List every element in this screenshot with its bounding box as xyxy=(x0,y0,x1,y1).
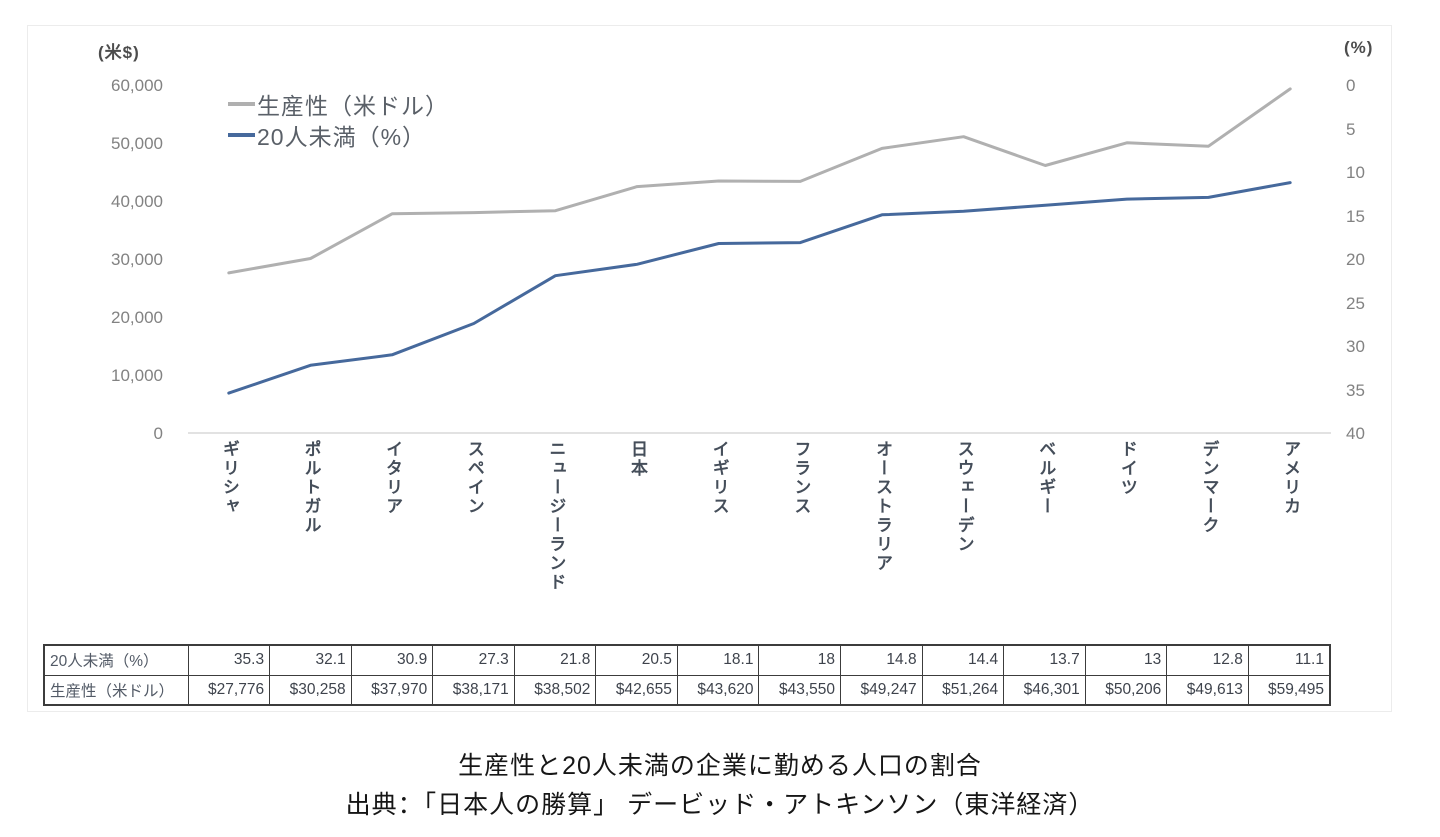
right-axis-tick: 40 xyxy=(1346,424,1365,443)
data-table: 20人未満（%） 35.3 32.1 30.9 27.3 21.8 20.5 18.1 18 14… xyxy=(43,644,1331,706)
table-cell: $50,206 xyxy=(1084,674,1168,706)
table-cell: $37,970 xyxy=(350,674,434,706)
table-cell: $30,258 xyxy=(269,674,352,706)
category-label: スペイン xyxy=(464,440,484,516)
right-axis-tick: 0 xyxy=(1346,76,1356,95)
category-label: ドイツ xyxy=(1117,440,1137,497)
table-row-header: 20人未満（%） xyxy=(43,644,189,676)
table-cell: 14.8 xyxy=(840,644,923,676)
category-label: 日本 xyxy=(628,440,648,478)
productivity-line-swatch-icon xyxy=(228,101,255,106)
table-cell: 18.1 xyxy=(676,644,760,676)
table-row: 20人未満（%） 35.3 32.1 30.9 27.3 21.8 20.5 18.1 18 14… xyxy=(43,644,1331,676)
table-cell: 13.7 xyxy=(1003,644,1086,676)
plot-area xyxy=(188,87,1331,434)
category-label: ニュージーランド xyxy=(546,440,566,592)
right-axis-tick: 25 xyxy=(1346,293,1365,313)
table-cell: 21.8 xyxy=(513,644,597,676)
right-axis-tick: 30 xyxy=(1346,337,1365,356)
category-label: ポルトガル xyxy=(301,440,321,535)
table-cell: $43,550 xyxy=(758,674,841,706)
table-cell: 30.9 xyxy=(350,644,434,676)
category-label: イギリス xyxy=(709,440,729,516)
category-label: アメリカ xyxy=(1281,440,1301,516)
chart-legend: 生産性（米ドル） 20人未満（%） xyxy=(228,88,449,150)
table-cell: $46,301 xyxy=(1003,674,1086,706)
right-axis-tick: 35 xyxy=(1346,380,1365,400)
category-label: ギリシャ xyxy=(219,440,239,516)
category-label: イタリア xyxy=(383,440,403,516)
table-cell: $59,495 xyxy=(1247,674,1331,706)
left-axis-tick: 60,000 xyxy=(111,76,163,95)
chart-figure: (米$) (%) 60,000 50,000 40,000 30,000 20,000 1… xyxy=(27,25,1392,712)
table-cell: $49,247 xyxy=(840,674,923,706)
legend-label-under20: 20人未満（%） xyxy=(257,123,427,150)
left-axis-tick: 10,000 xyxy=(111,366,163,385)
under20-line xyxy=(227,181,1292,395)
table-cell: $43,620 xyxy=(676,674,760,706)
table-cell: 20.5 xyxy=(595,644,678,676)
legend-item-productivity: 生産性（米ドル） xyxy=(228,88,449,119)
left-axis-tick: 40,000 xyxy=(111,192,163,211)
table-cell: $51,264 xyxy=(921,674,1005,706)
table-cell: $49,613 xyxy=(1166,674,1249,706)
productivity-line xyxy=(227,87,1292,275)
caption-source: 出典：「日本人の勝算」 デービッド・アトキンソン（東洋経済） xyxy=(345,791,1095,819)
table-cell: 11.1 xyxy=(1247,644,1331,676)
table-cell: 35.3 xyxy=(187,644,271,676)
left-axis-unit-label: (米$) xyxy=(98,43,140,62)
caption: 生産性と20人未満の企業に勤める人口の割合 出典：「日本人の勝算」 デービッド・… xyxy=(0,747,1440,825)
table-row: 生産性（米ドル） $27,776 $30,258 $37,970 $38,171 $38,… xyxy=(43,674,1331,706)
category-label: スウェーデン xyxy=(954,440,974,554)
right-axis-tick: 5 xyxy=(1346,119,1356,139)
table-cell: $27,776 xyxy=(187,674,271,706)
caption-title: 生産性と20人未満の企業に勤める人口の割合 xyxy=(458,752,982,780)
right-axis-tick: 15 xyxy=(1346,206,1365,226)
table-cell: 27.3 xyxy=(432,644,515,676)
left-axis-tick: 30,000 xyxy=(111,250,163,269)
left-axis-tick: 20,000 xyxy=(111,308,163,327)
right-axis-tick: 10 xyxy=(1346,163,1365,182)
table-cell: $38,502 xyxy=(513,674,597,706)
legend-item-under20: 20人未満（%） xyxy=(228,119,449,150)
legend-label-productivity: 生産性（米ドル） xyxy=(257,92,449,119)
under20-line-swatch-icon xyxy=(228,132,255,137)
table-cell: $42,655 xyxy=(595,674,678,706)
table-cell: 12.8 xyxy=(1166,644,1249,676)
category-label: オーストラリア xyxy=(872,440,892,573)
table-cell: 14.4 xyxy=(921,644,1005,676)
right-axis-unit-label: (%) xyxy=(1344,38,1374,57)
right-axis-tick: 20 xyxy=(1346,250,1365,269)
category-label: フランス xyxy=(791,440,811,516)
left-axis-tick: 50,000 xyxy=(111,134,163,153)
table-cell: 18 xyxy=(758,644,841,676)
table-cell: 32.1 xyxy=(269,644,352,676)
table-cell: 13 xyxy=(1084,644,1168,676)
left-axis-tick: 0 xyxy=(153,424,163,443)
category-label: デンマーク xyxy=(1199,440,1219,535)
category-label: ベルギー xyxy=(1036,440,1056,516)
table-row-header: 生産性（米ドル） xyxy=(43,674,189,706)
table-cell: $38,171 xyxy=(432,674,515,706)
